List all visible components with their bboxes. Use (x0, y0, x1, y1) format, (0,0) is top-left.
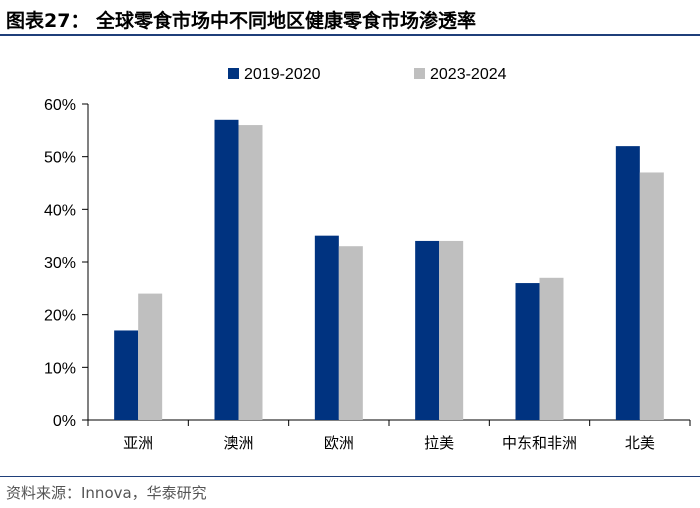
y-tick-label: 20% (44, 308, 76, 325)
y-tick-label: 0% (53, 413, 76, 430)
bar (415, 240, 440, 420)
bar (138, 293, 163, 420)
x-tick-label: 拉美 (424, 434, 454, 452)
bar (615, 146, 640, 420)
legend: 2019-2020 2023-2024 (228, 66, 507, 83)
bar-chart: 2019-2020 2023-2024 0% 10% 20% 30% 40% 50% 60% 亚… (44, 66, 691, 452)
chart-title: 图表27： 全球零食市场中不同地区健康零食市场渗透率 (6, 10, 477, 32)
source-divider (0, 476, 700, 477)
y-tick-label: 30% (44, 255, 76, 272)
bar (515, 283, 540, 420)
title-divider (0, 34, 700, 36)
bar (639, 172, 664, 420)
y-tick-label: 50% (44, 150, 76, 167)
source-note: 资料来源：Innova，华泰研究 (6, 484, 207, 502)
x-tick-label: 中东和非洲 (502, 434, 577, 452)
bar (539, 277, 564, 420)
legend-swatch (414, 68, 425, 79)
bar (439, 240, 464, 420)
y-tick-label: 10% (44, 360, 76, 377)
y-tick-label: 40% (44, 202, 76, 219)
chart-axes: 0% 10% 20% 30% 40% 50% 60% 亚洲 澳洲 欧洲 拉美 中东和非洲 北美 (44, 97, 691, 452)
x-tick-label: 澳洲 (223, 434, 253, 452)
chart-bars (114, 119, 664, 421)
bar (314, 235, 339, 420)
bar (338, 246, 363, 420)
x-tick-label: 欧洲 (324, 434, 354, 452)
x-tick-label: 亚洲 (123, 434, 153, 452)
bar (214, 119, 239, 421)
bar (114, 330, 139, 420)
legend-swatch (228, 68, 239, 79)
x-tick-label: 北美 (625, 434, 655, 452)
legend-label: 2019-2020 (244, 66, 321, 83)
y-tick-label: 60% (44, 97, 76, 114)
bar (238, 125, 263, 421)
legend-label: 2023-2024 (430, 66, 507, 83)
